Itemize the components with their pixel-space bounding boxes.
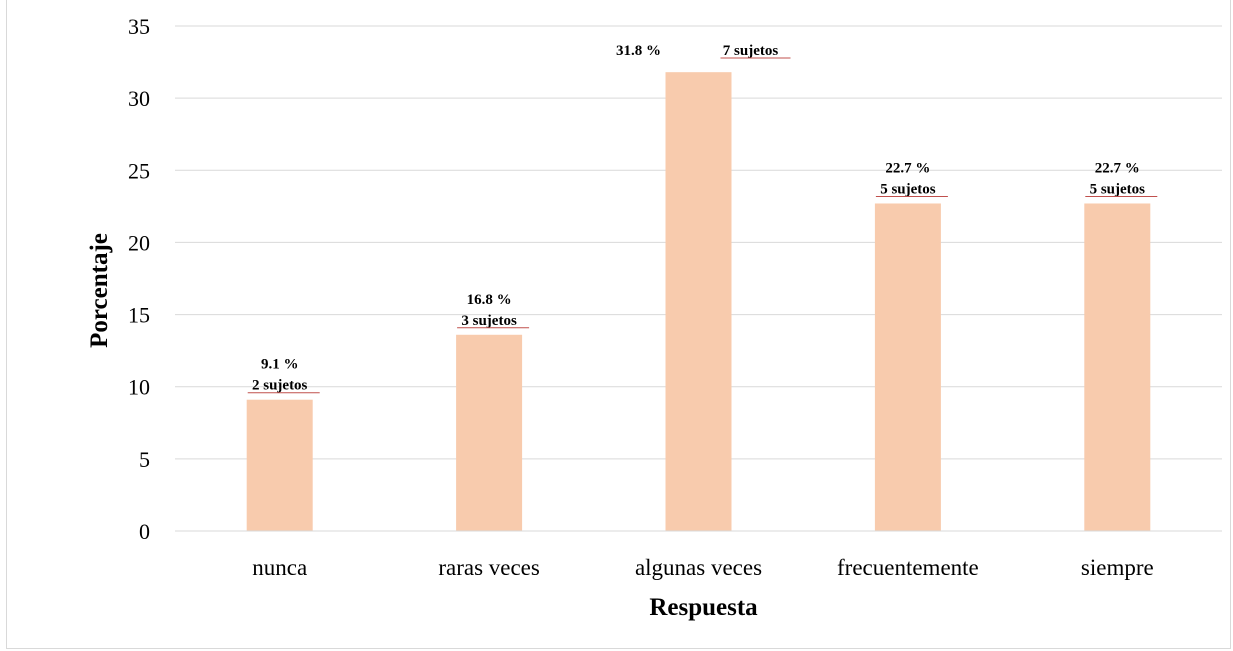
data-labels: 9.1 % 2 sujetos 16.8 % 3 sujetos 31.8 % 7 suj… — [247, 43, 1158, 394]
x-axis-title: Respuesta — [649, 594, 758, 621]
y-tick-label: 10 — [128, 375, 150, 400]
y-tick-label: 20 — [128, 230, 150, 255]
data-label-percent: 22.7 % — [1095, 160, 1140, 176]
data-label-subjects: 5 sujetos — [1090, 181, 1146, 197]
y-tick-label: 30 — [128, 86, 150, 111]
y-tick-label: 25 — [128, 158, 150, 183]
y-tick-label: 35 — [128, 14, 150, 39]
x-category-label: algunas veces — [635, 555, 762, 580]
bar — [874, 203, 941, 531]
x-axis-categories: nunca raras veces algunas veces frecuenteme… — [252, 555, 1153, 580]
data-label-subjects: 5 sujetos — [880, 181, 936, 197]
bar — [456, 334, 523, 531]
y-tick-label: 5 — [139, 447, 150, 472]
x-category-label: frecuentemente — [837, 555, 979, 580]
data-label-percent: 9.1 % — [261, 357, 299, 373]
data-label-percent: 22.7 % — [885, 160, 930, 176]
x-category-label: nunca — [252, 555, 307, 580]
y-axis-title: Porcentaje — [86, 233, 113, 348]
chart-frame — [6, 0, 1231, 649]
bar — [246, 399, 313, 531]
data-label-subjects: 2 sujetos — [252, 378, 308, 394]
data-label-percent: 31.8 % — [616, 43, 661, 59]
data-label-percent: 16.8 % — [467, 292, 512, 308]
y-tick-label: 15 — [128, 303, 150, 328]
y-tick-label: 0 — [139, 519, 150, 544]
data-label-subjects: 7 sujetos — [723, 43, 779, 59]
x-category-label: raras veces — [438, 555, 540, 580]
data-label-subjects: 3 sujetos — [461, 313, 517, 329]
bars — [246, 72, 1151, 532]
x-category-label: siempre — [1081, 555, 1154, 580]
y-axis-ticks: 0 5 10 15 20 25 30 35 — [128, 14, 150, 544]
bar — [665, 72, 732, 532]
bar — [1084, 203, 1151, 531]
